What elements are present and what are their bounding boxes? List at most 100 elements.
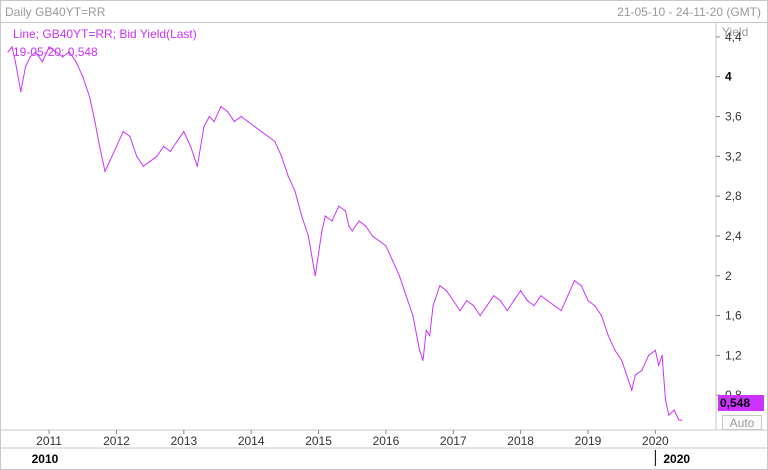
data-point bbox=[183, 130, 185, 133]
data-point bbox=[55, 51, 57, 53]
y-tick-label: 1,2 bbox=[725, 348, 742, 362]
x-tick-label: 2013 bbox=[170, 434, 197, 448]
data-point bbox=[668, 414, 670, 416]
data-point bbox=[24, 66, 27, 68]
data-point bbox=[351, 230, 353, 232]
y-tick-label: 4,4 bbox=[725, 30, 742, 44]
y-tick-label: 2,8 bbox=[725, 189, 742, 203]
data-point bbox=[104, 170, 106, 172]
x-major-label: 2010 bbox=[32, 452, 59, 466]
x-tick-label: 2020 bbox=[642, 434, 669, 448]
data-point bbox=[392, 260, 394, 262]
data-point bbox=[439, 285, 441, 287]
data-point bbox=[287, 175, 289, 177]
y-tick-label: 2,4 bbox=[725, 229, 742, 243]
data-point bbox=[196, 165, 198, 167]
x-tick-label: 2018 bbox=[507, 434, 534, 448]
data-point bbox=[526, 300, 529, 302]
data-point bbox=[533, 305, 535, 307]
data-point bbox=[607, 334, 609, 337]
data-point bbox=[378, 240, 380, 242]
data-point bbox=[681, 419, 683, 421]
x-tick-label: 2014 bbox=[238, 434, 265, 448]
data-point bbox=[621, 359, 623, 361]
x-tick-label: 2016 bbox=[373, 434, 400, 448]
series-line bbox=[7, 45, 682, 421]
data-point bbox=[82, 76, 84, 78]
data-point bbox=[344, 210, 347, 212]
x-major-label: 2020 bbox=[663, 452, 690, 466]
data-point bbox=[260, 130, 262, 133]
data-point bbox=[254, 125, 256, 128]
data-point bbox=[486, 305, 488, 307]
data-point bbox=[220, 106, 222, 108]
data-point bbox=[99, 145, 101, 147]
data-point bbox=[208, 115, 210, 118]
data-point bbox=[301, 215, 303, 217]
data-point bbox=[307, 235, 309, 237]
data-point bbox=[627, 379, 630, 381]
x-tick-label: 2015 bbox=[305, 434, 332, 448]
data-point bbox=[631, 389, 633, 391]
x-tick-label: 2011 bbox=[36, 434, 62, 448]
data-point bbox=[274, 140, 276, 142]
data-point bbox=[432, 305, 434, 307]
chart-header: Daily GB40YT=RR 21-05-10 - 24-11-20 (GMT… bbox=[0, 0, 768, 23]
data-point bbox=[506, 310, 508, 312]
data-point bbox=[664, 399, 667, 401]
data-point bbox=[109, 160, 111, 162]
data-point bbox=[540, 295, 542, 297]
data-point bbox=[567, 295, 569, 297]
data-point bbox=[422, 359, 424, 361]
data-point bbox=[412, 315, 414, 317]
data-point bbox=[419, 349, 421, 351]
data-point bbox=[280, 155, 283, 157]
chart-title: Daily GB40YT=RR bbox=[5, 5, 106, 19]
data-point bbox=[658, 364, 660, 366]
data-point bbox=[149, 160, 151, 162]
data-point bbox=[176, 140, 178, 142]
data-point bbox=[466, 300, 468, 302]
data-point bbox=[405, 295, 407, 297]
data-point bbox=[493, 295, 495, 297]
data-point bbox=[614, 349, 616, 351]
data-point bbox=[20, 91, 22, 93]
data-point bbox=[163, 145, 165, 147]
data-point bbox=[331, 220, 333, 222]
data-point bbox=[129, 135, 131, 137]
data-point bbox=[661, 354, 663, 356]
date-range: 21-05-10 - 24-11-20 (GMT) bbox=[617, 5, 761, 19]
data-point bbox=[294, 190, 296, 192]
data-point bbox=[122, 130, 124, 133]
data-point bbox=[75, 61, 77, 63]
data-point bbox=[115, 145, 118, 147]
data-point bbox=[233, 120, 235, 123]
data-point bbox=[48, 46, 50, 48]
data-point bbox=[321, 230, 323, 232]
legend-cursor-value: 19-05-20; 0,548 bbox=[13, 45, 98, 59]
data-point bbox=[227, 111, 229, 113]
data-point bbox=[452, 300, 454, 302]
data-point bbox=[371, 235, 373, 237]
data-point bbox=[594, 305, 596, 307]
y-tick-label: 2 bbox=[725, 269, 732, 283]
data-point bbox=[348, 225, 350, 227]
data-point bbox=[314, 275, 316, 277]
data-point bbox=[68, 51, 70, 53]
data-point bbox=[29, 56, 31, 58]
data-point bbox=[513, 300, 515, 302]
last-value-badge: 0,548 bbox=[718, 395, 764, 411]
data-point bbox=[385, 245, 387, 247]
data-point bbox=[429, 334, 431, 337]
x-tick-label: 2017 bbox=[440, 434, 467, 448]
data-point bbox=[41, 61, 44, 63]
auto-scale-button[interactable]: Auto bbox=[722, 415, 762, 430]
data-point bbox=[520, 290, 522, 292]
data-point bbox=[678, 419, 680, 421]
data-point bbox=[190, 145, 192, 147]
data-point bbox=[142, 165, 144, 167]
data-point bbox=[267, 135, 269, 137]
data-point bbox=[169, 150, 171, 152]
data-point bbox=[14, 61, 16, 63]
